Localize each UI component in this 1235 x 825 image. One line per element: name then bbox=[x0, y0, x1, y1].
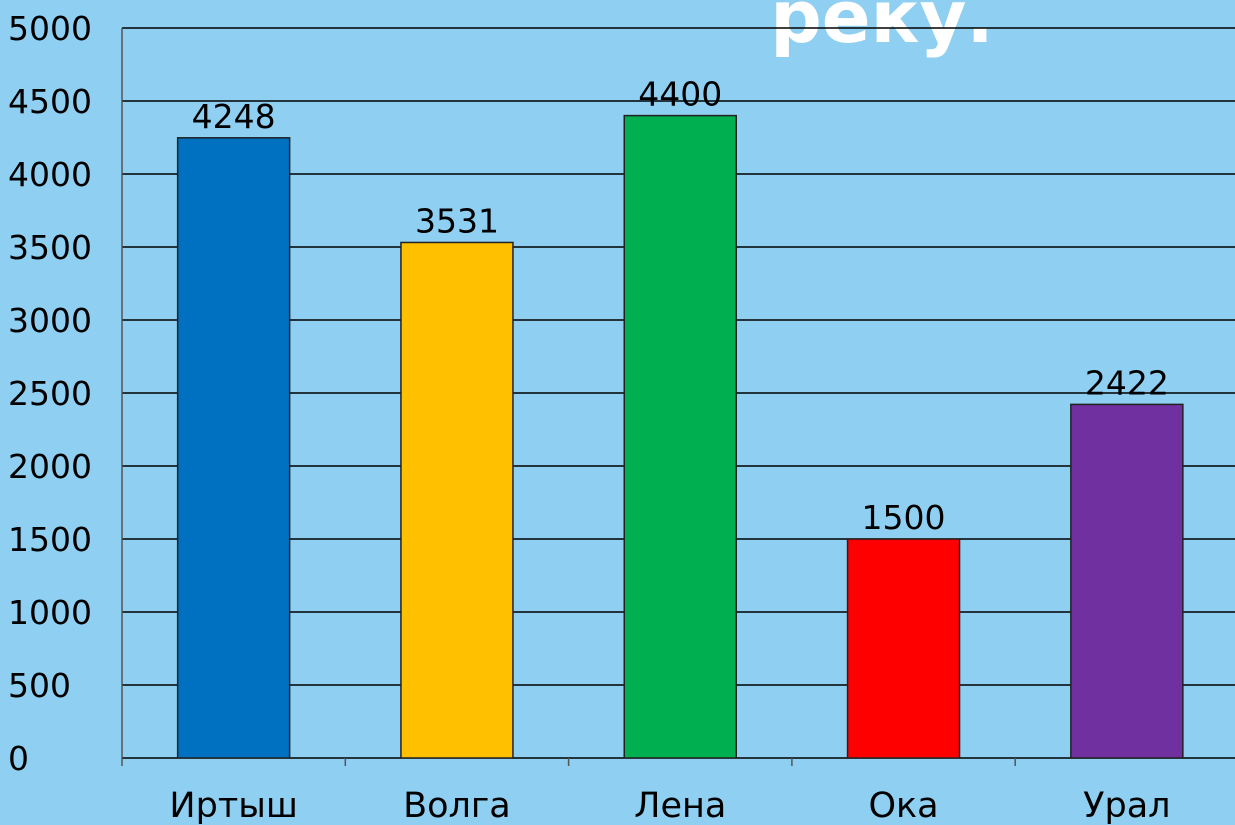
bar bbox=[401, 242, 513, 758]
value-label: 4248 bbox=[192, 97, 276, 136]
bar bbox=[624, 116, 736, 758]
chart: реку. 0 500 1000 1500 2000 2500 3000 3500 4000 45… bbox=[0, 0, 1235, 825]
y-tick-label: 3000 bbox=[8, 301, 92, 340]
y-tick-label: 0 bbox=[8, 739, 29, 778]
y-tick-label: 2000 bbox=[8, 447, 92, 486]
y-tick-label: 500 bbox=[8, 666, 71, 705]
page: реку. 0 500 1000 1500 2000 2500 3000 3500 4000 45… bbox=[0, 0, 1235, 825]
x-tick-label: Ока bbox=[868, 786, 938, 825]
y-tick-label: 5000 bbox=[8, 9, 92, 48]
value-label: 1500 bbox=[862, 498, 946, 537]
x-tick-label: Лена bbox=[634, 786, 726, 825]
y-tick-label: 2500 bbox=[8, 374, 92, 413]
value-label: 3531 bbox=[415, 201, 499, 240]
bar bbox=[178, 138, 290, 758]
y-tick-label: 1500 bbox=[8, 520, 92, 559]
chart-title: реку. bbox=[770, 0, 994, 59]
x-tick-label: Волга bbox=[403, 786, 511, 825]
x-tick-label: Урал bbox=[1083, 786, 1170, 825]
y-tick-label: 1000 bbox=[8, 593, 92, 632]
y-tick-label: 4500 bbox=[8, 82, 92, 121]
y-tick-label: 3500 bbox=[8, 228, 92, 267]
value-label: 2422 bbox=[1085, 363, 1169, 402]
bar bbox=[848, 539, 960, 758]
bar bbox=[1071, 404, 1183, 758]
x-tick-label: Иртыш bbox=[169, 786, 297, 825]
y-tick-label: 4000 bbox=[8, 155, 92, 194]
value-label: 4400 bbox=[638, 75, 722, 114]
